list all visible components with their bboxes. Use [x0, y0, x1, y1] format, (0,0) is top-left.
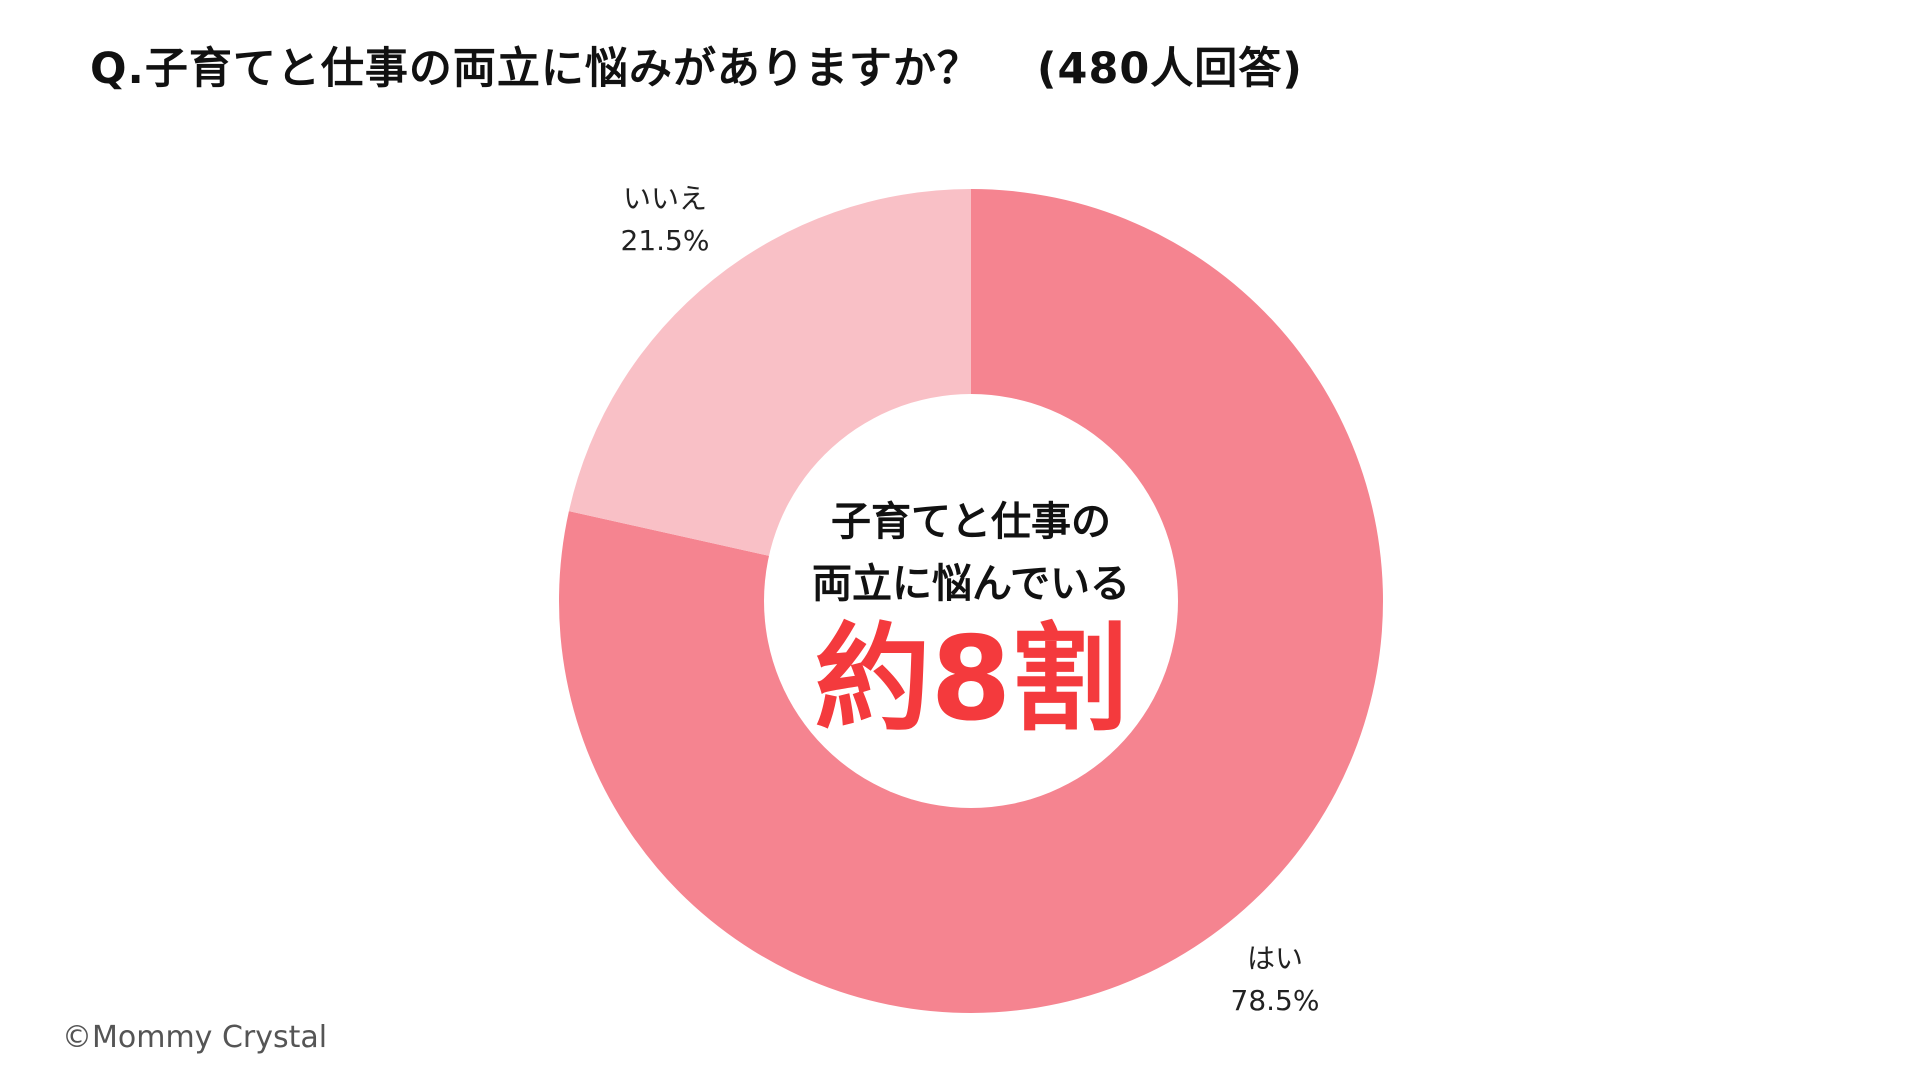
chart-title: Q.子育てと仕事の両立に悩みがありますか？ (480人回答): [90, 34, 1303, 96]
chart-title-question: Q.子育てと仕事の両立に悩みがありますか？: [90, 44, 981, 94]
respondents-note: (480人回答): [1036, 44, 1303, 94]
slice-label-no-category: いいえ: [622, 182, 707, 215]
slice-label-yes: はい 78.5%: [1205, 938, 1345, 1022]
slice-label-yes-value: 78.5%: [1230, 984, 1320, 1017]
slice-label-yes-category: はい: [1246, 942, 1303, 975]
copyright-text: ©Mommy Crystal: [62, 1020, 328, 1055]
center-text-line1: 子育てと仕事の: [831, 499, 1111, 545]
center-highlight: 約8割: [814, 612, 1128, 747]
slice-label-no: いいえ 21.5%: [595, 178, 735, 262]
slice-label-no-value: 21.5%: [620, 224, 710, 257]
center-text-line2: 両立に悩んでいる: [812, 561, 1130, 607]
donut-hole: [764, 394, 1178, 808]
